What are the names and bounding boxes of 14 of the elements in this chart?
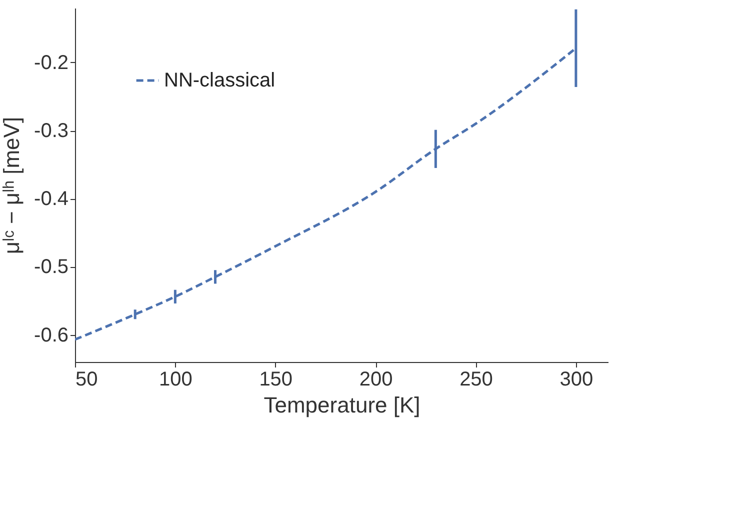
x-tick-label: 50 — [76, 368, 98, 390]
x-tick-label: 300 — [560, 368, 594, 390]
y-axis-title: μˡᶜ − μˡʰ [meV] — [0, 116, 24, 254]
y-tick-label: -0.3 — [34, 120, 68, 142]
legend-label: NN-classical — [164, 70, 276, 92]
x-tick-label: 100 — [159, 368, 192, 390]
x-tick-label: 250 — [460, 368, 493, 390]
y-tick-label: -0.6 — [34, 324, 68, 346]
y-tick-label: -0.5 — [34, 256, 68, 278]
x-tick-label: 150 — [259, 368, 293, 390]
x-tick-label: 200 — [359, 368, 393, 390]
y-tick-label: -0.4 — [34, 188, 68, 210]
x-axis-title: Temperature [K] — [264, 392, 420, 418]
y-tick-label: -0.2 — [34, 52, 68, 74]
